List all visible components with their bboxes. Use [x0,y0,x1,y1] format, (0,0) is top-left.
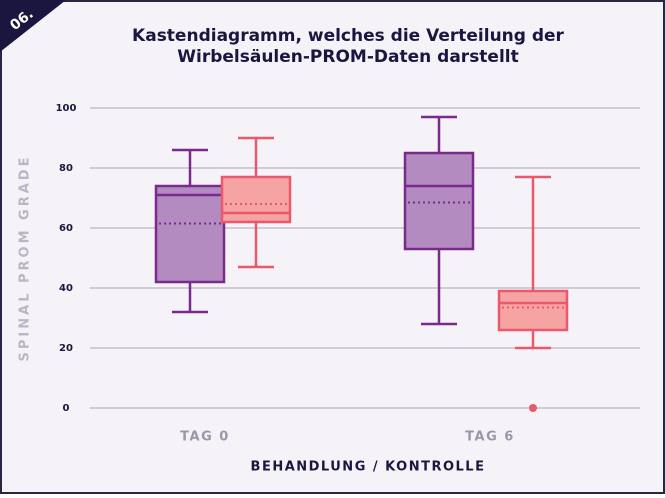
box [220,175,292,224]
outlier [529,404,537,412]
y-tick-label: 100 [56,103,77,114]
y-axis-label: SPINAL PROM GRADE [18,155,33,362]
y-tick-label: 20 [59,343,73,354]
x-tick-label: TAG 0 [180,430,230,445]
box [154,184,226,284]
box [497,289,569,332]
chart-title: Kastendiagramm, welches die Verteilung d… [132,26,565,46]
y-tick-label: 60 [59,223,73,234]
x-tick-label: TAG 6 [465,430,515,445]
y-tick-label: 0 [63,403,70,414]
y-tick-label: 40 [59,283,73,294]
y-tick-label: 80 [59,163,73,174]
chart-title: Wirbelsäulen-PROM-Daten darstellt [177,47,519,67]
x-axis-label: BEHANDLUNG / KONTROLLE [251,460,486,475]
badge-bg [0,0,66,52]
box [403,151,475,251]
